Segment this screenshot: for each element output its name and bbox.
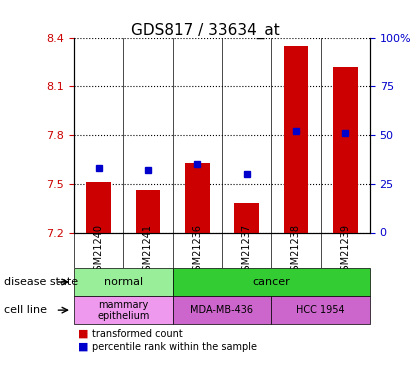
Text: MDA-MB-436: MDA-MB-436 <box>190 305 254 315</box>
Text: GSM21236: GSM21236 <box>192 224 202 277</box>
Text: ■: ■ <box>78 329 89 339</box>
Text: ■: ■ <box>78 342 89 352</box>
FancyBboxPatch shape <box>173 268 370 296</box>
Text: percentile rank within the sample: percentile rank within the sample <box>92 342 257 352</box>
Bar <box>185 163 210 232</box>
Bar <box>284 46 308 232</box>
FancyBboxPatch shape <box>74 296 173 324</box>
FancyBboxPatch shape <box>74 268 173 296</box>
Text: GSM21241: GSM21241 <box>143 224 153 277</box>
Bar <box>136 190 160 232</box>
Text: disease state: disease state <box>4 277 78 287</box>
Text: GDS817 / 33634_at: GDS817 / 33634_at <box>131 22 280 39</box>
Text: transformed count: transformed count <box>92 329 183 339</box>
Text: HCC 1954: HCC 1954 <box>296 305 345 315</box>
Text: cancer: cancer <box>252 277 290 287</box>
Bar <box>333 67 358 232</box>
Text: GSM21237: GSM21237 <box>242 224 252 277</box>
Bar <box>234 203 259 232</box>
Text: mammary
epithelium: mammary epithelium <box>97 300 150 321</box>
Bar <box>86 182 111 232</box>
Text: normal: normal <box>104 277 143 287</box>
Text: GSM21238: GSM21238 <box>291 224 301 277</box>
FancyBboxPatch shape <box>173 296 271 324</box>
Text: GSM21239: GSM21239 <box>340 224 350 277</box>
Text: cell line: cell line <box>4 305 47 315</box>
Text: GSM21240: GSM21240 <box>94 224 104 277</box>
FancyBboxPatch shape <box>271 296 370 324</box>
